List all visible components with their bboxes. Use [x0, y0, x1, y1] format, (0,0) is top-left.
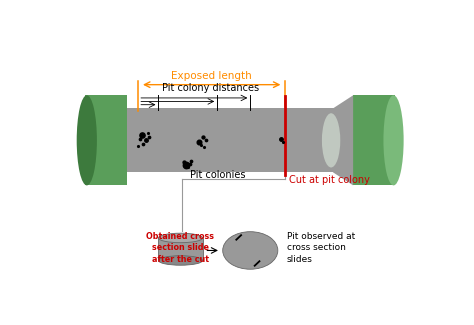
- Ellipse shape: [77, 95, 97, 185]
- Circle shape: [223, 232, 278, 269]
- Ellipse shape: [322, 113, 340, 167]
- Bar: [85, 95, 127, 185]
- Text: Obtained cross
section slide
after the cut: Obtained cross section slide after the c…: [146, 232, 214, 264]
- Polygon shape: [333, 95, 353, 185]
- Ellipse shape: [158, 233, 202, 243]
- Bar: [158, 238, 202, 260]
- Text: Exposed length: Exposed length: [171, 71, 252, 81]
- Text: Pit observed at
cross section
slides: Pit observed at cross section slides: [287, 232, 355, 264]
- Text: Pit colony distances: Pit colony distances: [162, 84, 259, 93]
- Ellipse shape: [383, 95, 404, 185]
- Bar: [353, 95, 395, 185]
- Text: Pit colonies: Pit colonies: [190, 170, 245, 180]
- Ellipse shape: [158, 256, 202, 265]
- Bar: [125, 109, 335, 172]
- Text: Cut at pit colony: Cut at pit colony: [289, 175, 370, 185]
